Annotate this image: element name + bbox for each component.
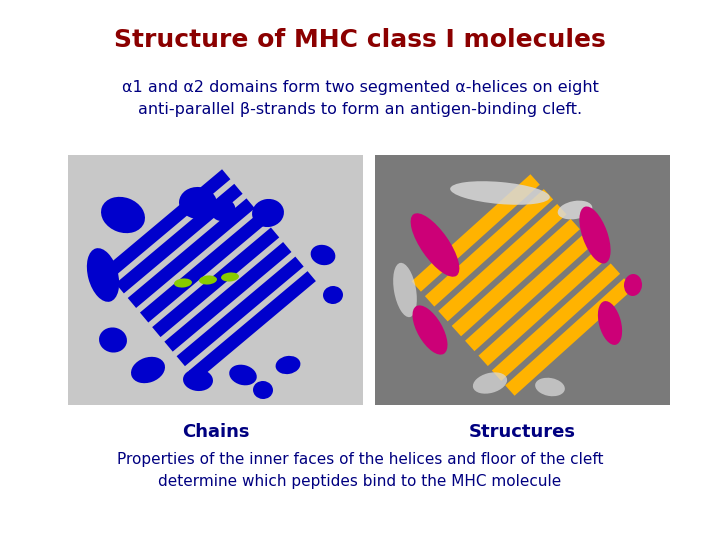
Ellipse shape [229, 364, 257, 386]
Bar [375, 155, 670, 405]
Text: Chains: Chains [181, 423, 249, 441]
Polygon shape [425, 189, 553, 307]
Ellipse shape [183, 369, 213, 391]
Polygon shape [140, 213, 267, 322]
Ellipse shape [276, 356, 300, 374]
Ellipse shape [253, 381, 273, 399]
Ellipse shape [450, 181, 550, 205]
Ellipse shape [210, 199, 235, 221]
Polygon shape [164, 242, 292, 352]
Ellipse shape [473, 373, 507, 394]
Polygon shape [412, 174, 540, 292]
Ellipse shape [99, 327, 127, 353]
Polygon shape [176, 256, 304, 366]
Ellipse shape [310, 245, 336, 265]
Ellipse shape [221, 273, 239, 281]
Ellipse shape [199, 275, 217, 285]
Ellipse shape [87, 248, 119, 302]
Ellipse shape [174, 279, 192, 288]
Text: determine which peptides bind to the MHC molecule: determine which peptides bind to the MHC… [158, 474, 562, 489]
Text: Properties of the inner faces of the helices and floor of the cleft: Properties of the inner faces of the hel… [117, 452, 603, 467]
Ellipse shape [323, 286, 343, 304]
Ellipse shape [598, 301, 622, 345]
Text: anti-parallel β-strands to form an antigen-binding cleft.: anti-parallel β-strands to form an antig… [138, 102, 582, 117]
Ellipse shape [410, 213, 459, 277]
Text: Structure of MHC class I molecules: Structure of MHC class I molecules [114, 28, 606, 52]
Text: α1 and α2 domains form two segmented α-helices on eight: α1 and α2 domains form two segmented α-h… [122, 80, 598, 95]
Ellipse shape [131, 357, 165, 383]
Bar [68, 155, 363, 405]
Ellipse shape [393, 263, 417, 317]
Ellipse shape [580, 206, 611, 264]
Polygon shape [438, 204, 567, 321]
Polygon shape [505, 278, 634, 396]
Text: Structures: Structures [469, 423, 576, 441]
Polygon shape [103, 169, 230, 279]
Ellipse shape [179, 187, 217, 219]
Ellipse shape [413, 306, 448, 355]
Polygon shape [115, 184, 243, 293]
Polygon shape [152, 227, 279, 337]
Ellipse shape [101, 197, 145, 233]
Polygon shape [127, 198, 255, 308]
Polygon shape [478, 248, 607, 366]
Polygon shape [189, 271, 316, 381]
Ellipse shape [535, 378, 565, 396]
Ellipse shape [252, 199, 284, 227]
Ellipse shape [624, 274, 642, 296]
Polygon shape [492, 264, 620, 381]
Polygon shape [451, 219, 580, 336]
Polygon shape [465, 234, 593, 351]
Ellipse shape [558, 201, 593, 219]
